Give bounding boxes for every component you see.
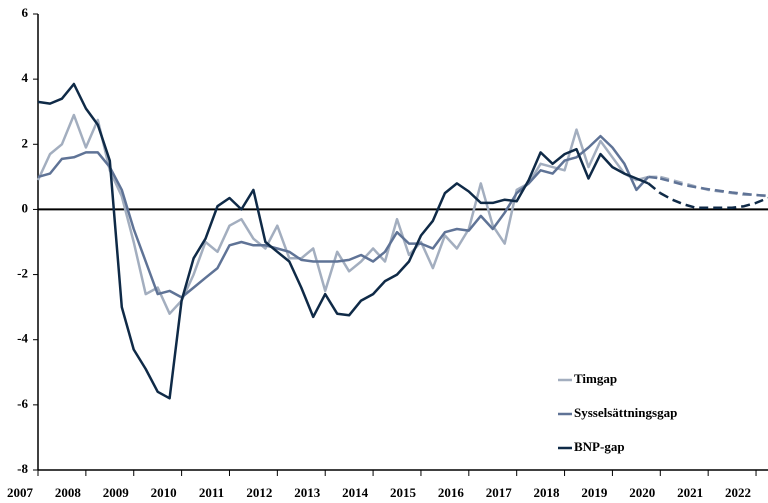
x-tick-label: 2010 (151, 485, 177, 500)
legend-label: BNP-gap (574, 439, 625, 454)
legend-label: Sysselsättningsgap (574, 405, 677, 420)
x-tick-label: 2021 (677, 485, 703, 500)
y-tick-label: 6 (22, 5, 29, 20)
x-tick-label: 2007 (7, 485, 34, 500)
line (37, 134, 650, 299)
x-tick-label: 2012 (246, 485, 272, 500)
y-tick-label: 0 (22, 200, 29, 215)
y-tick-label: 4 (22, 70, 29, 85)
forecast-connector (647, 182, 662, 195)
legend-label: Timgap (574, 371, 617, 386)
forecast-connector (648, 175, 661, 180)
x-tick-label: 2020 (629, 485, 655, 500)
legend-box (546, 364, 756, 466)
line (37, 82, 649, 400)
x-tick-label: 2011 (199, 485, 224, 500)
forecast-line (659, 192, 768, 210)
y-tick-label: -4 (17, 331, 28, 346)
forecast-line (659, 177, 768, 197)
x-tick-label: 2008 (55, 485, 82, 500)
x-tick-label: 2018 (534, 485, 561, 500)
y-tick-label: 2 (22, 135, 29, 150)
x-tick-label: 2013 (294, 485, 321, 500)
y-tick-label: -8 (17, 461, 28, 476)
legend: Timgap Sysselsättningsgap BNP-gap (546, 364, 756, 466)
x-tick-label: 2014 (342, 485, 369, 500)
x-tick-label: 2019 (581, 485, 608, 500)
x-tick-label: 2017 (486, 485, 513, 500)
y-tick-label: -2 (17, 266, 28, 281)
x-tick-label: 2016 (438, 485, 465, 500)
x-tick-label: 2015 (390, 485, 417, 500)
y-tick-label: -6 (17, 396, 28, 411)
x-tick-label: 2022 (725, 485, 751, 500)
x-tick-label: 2009 (103, 485, 130, 500)
